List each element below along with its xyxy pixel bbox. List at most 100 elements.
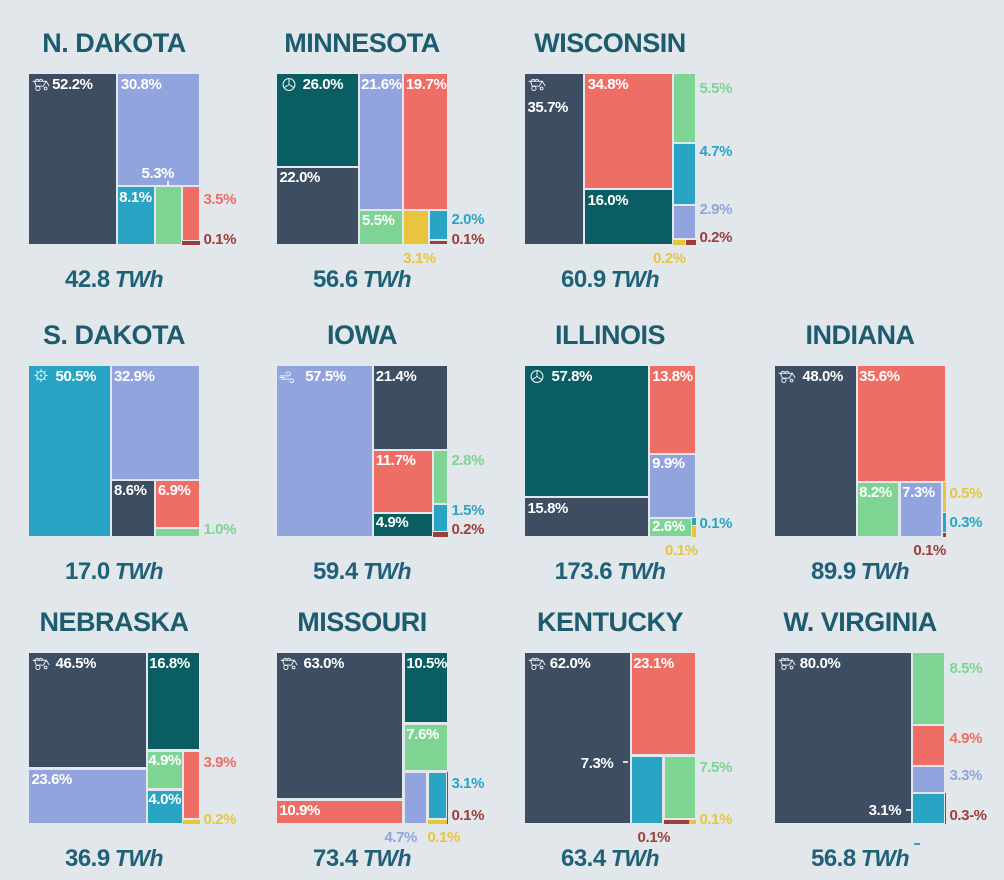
segment-label: 0.1% (427, 829, 460, 847)
treemap: 57.8% 15.8% 13.8% 9.9% 2.6% 0.1% 0.1% (524, 365, 732, 559)
treemap-segment (663, 755, 696, 819)
segment-label: 5.3% (141, 164, 175, 182)
treemap-segment (774, 652, 912, 824)
treemap-segment (942, 513, 946, 532)
total-value: 56.8 (810, 845, 856, 872)
segment-label: 8.5% (949, 660, 983, 678)
segment-label: 11.7% (375, 451, 416, 469)
segment-label: 2.8% (451, 451, 485, 469)
segment-label: 3.1% (451, 774, 485, 792)
segment-label: 2.6% (652, 518, 685, 536)
state-title: NEBRASKA (39, 607, 189, 637)
leader-line (167, 180, 170, 186)
segment-label: 23.6% (31, 770, 72, 788)
segment-label: 5.5% (362, 212, 395, 230)
treemap-segment (181, 186, 200, 241)
wheelbarrow-icon (778, 369, 796, 384)
treemap-segment (276, 652, 403, 800)
segment-label: 3.1% (868, 801, 902, 819)
segment-label: 34.8% (587, 76, 629, 94)
treemap-segment (692, 525, 696, 537)
radiation-icon (528, 369, 546, 384)
total-value: 36.9 (64, 845, 110, 872)
segment-label: 1.0% (203, 521, 237, 539)
segment-label: 0.5% (949, 485, 983, 503)
segment-label: 0.3% (949, 513, 983, 531)
treemap-segment (155, 480, 200, 529)
segment-label: 7.6% (406, 725, 439, 743)
segment-label: 0.1% (451, 231, 485, 249)
wheelbarrow-icon (32, 656, 50, 671)
treemap-segment (911, 652, 945, 725)
segment-label: 3.5% (203, 190, 237, 208)
treemap-segment (524, 365, 650, 498)
treemap-segment (432, 450, 448, 504)
treemap-segment (181, 240, 200, 245)
treemap-segment (146, 790, 183, 824)
treemap-segment (688, 819, 696, 824)
treemap: 26.0% 22.0% 21.6% 19.7% 5.5% 3.1% 2.0% 0.1% (276, 73, 484, 267)
total-generation: 42.8 TWh (8, 266, 220, 294)
segment-label: 26.0% (302, 76, 344, 94)
treemap-segment (630, 652, 696, 755)
total-unit: TWh (860, 845, 910, 871)
wind-icon (279, 370, 297, 385)
state-title: IOWA (327, 320, 398, 350)
state-chart: WISCONSIN 35.7% 34.8% 16.0% 5.5% 4.7% 2.9% 0.2%… (524, 28, 732, 293)
segment-label: 3.3% (949, 767, 983, 785)
treemap-segment (672, 142, 696, 205)
state-title: N. DAKOTA (42, 28, 186, 58)
treemap: 48.0% 35.6% 8.2% 7.3% 0.5% 0.3% 0.1% (774, 365, 982, 559)
treemap-segment (276, 365, 373, 537)
segment-label: 8.6% (114, 481, 147, 499)
segment-label: 30.8% (120, 76, 162, 94)
treemap-segment (155, 528, 200, 537)
state-title: W. VIRGINIA (783, 607, 937, 637)
treemap-segment (672, 204, 696, 239)
segment-label: 0.1% (699, 515, 733, 533)
segment-label: 32.9% (114, 368, 155, 386)
treemap-segment (403, 73, 448, 210)
treemap-segment (116, 73, 200, 186)
total-value: 42.8 (64, 266, 110, 293)
treemap-segment (630, 755, 663, 824)
treemap-segment (524, 652, 631, 824)
treemap: 63.0% 10.9% 10.5% 7.6% 4.7% 3.1% 0.1% 0.1% (276, 652, 484, 846)
state-chart: N. DAKOTA 52.2% 30.8% 5.3% 8.1% 3.5% 0.1% 42.8 T… (28, 28, 236, 293)
total-unit: TWh (114, 558, 164, 584)
segment-label: 0.2% (203, 810, 237, 828)
segment-label: 4.9% (949, 730, 983, 748)
segment-label: 21.6% (361, 76, 402, 94)
segment-label: 7.5% (699, 758, 733, 776)
treemap-segment (524, 73, 584, 245)
segment-label: 0.2% (653, 250, 686, 268)
total-unit: TWh (114, 266, 164, 292)
gear-bolt-icon (32, 368, 50, 383)
treemap: 46.5% 23.6% 16.8% 4.9% 4.0% 3.9% 0.2% (28, 652, 236, 827)
total-generation: 89.9 TWh (754, 558, 966, 586)
treemap-segment (429, 239, 448, 245)
treemap-segment (183, 820, 200, 824)
treemap-segment (111, 365, 200, 481)
total-unit: TWh (362, 266, 412, 292)
treemap-segment (672, 240, 685, 245)
radiation-icon (280, 77, 298, 92)
leader-line (622, 761, 629, 764)
treemap-segment (856, 365, 946, 482)
segment-label: 23.1% (633, 655, 674, 673)
segment-label: 0.1% (913, 542, 946, 560)
treemap-segment (774, 365, 857, 537)
treemap-segment (28, 652, 147, 768)
treemap-segment (911, 792, 945, 824)
state-title: KENTUCKY (536, 607, 684, 637)
treemap: 62.0% 23.1% 7.3% 7.5% 0.1% 0.1% (524, 652, 732, 846)
leader-line (914, 842, 921, 845)
total-unit: TWh (860, 558, 910, 584)
total-unit: TWh (362, 558, 412, 584)
segment-label: 4.7% (699, 142, 733, 160)
segment-label: 10.5% (406, 655, 447, 673)
treemap-segment (649, 365, 696, 454)
treemap-segment (942, 532, 946, 537)
segment-label: 2.9% (699, 201, 733, 218)
treemap-segment (911, 766, 945, 793)
